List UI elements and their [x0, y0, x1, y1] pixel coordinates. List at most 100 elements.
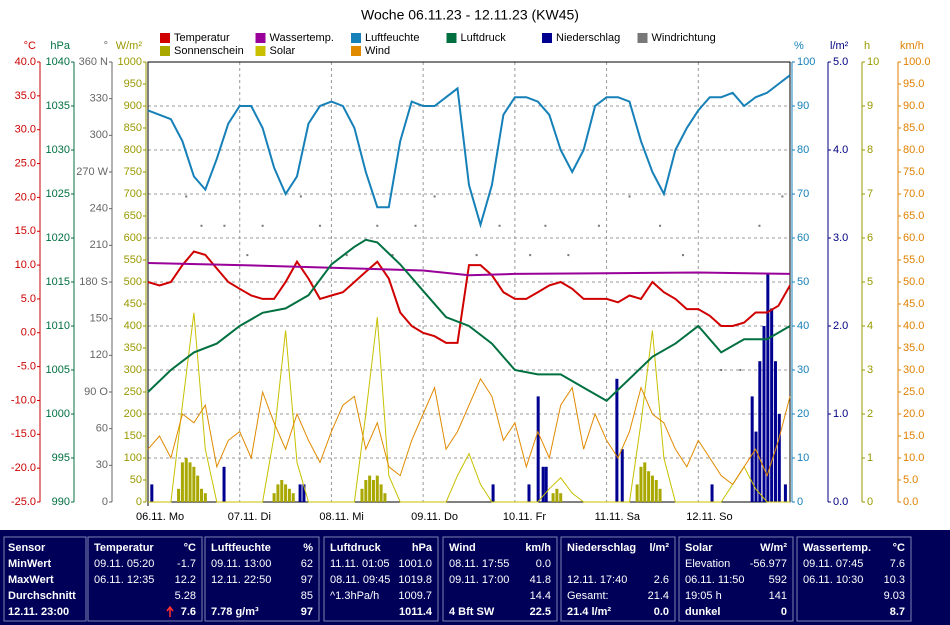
legend-label: Wind — [365, 45, 390, 57]
table-value: 9.03 — [884, 590, 905, 602]
table-cell — [560, 536, 676, 622]
table-value: 4 Bft SW — [449, 606, 495, 618]
trend-arrow — [166, 605, 174, 617]
tick-label: 90 — [797, 100, 809, 112]
table-value: -1.7 — [177, 558, 196, 570]
legend-label: Niederschlag — [556, 32, 620, 44]
series-bar — [750, 396, 754, 502]
tick-label: 150 — [90, 313, 108, 325]
tick-label: 10 — [867, 56, 879, 68]
table-value: 10.3 — [884, 574, 905, 586]
table-value: -56.977 — [750, 558, 787, 570]
series-dot — [433, 195, 436, 198]
column-title: Temperatur — [94, 542, 154, 554]
series-bar — [280, 480, 284, 502]
series-bar — [272, 493, 276, 502]
tick-label: 25.0 — [15, 157, 36, 169]
series-bar — [360, 488, 364, 502]
table-cell — [678, 536, 794, 622]
tick-label: 180 S — [79, 276, 108, 288]
tick-label: -25.0 — [11, 496, 36, 508]
table-value: 592 — [769, 574, 787, 586]
series-line — [147, 262, 791, 277]
tick-label: 600 — [124, 232, 142, 244]
legend-swatch — [351, 46, 361, 56]
column-unit: °C — [893, 542, 905, 554]
series-bar — [766, 273, 770, 502]
series-dot — [659, 224, 662, 227]
tick-label: 5.0 — [903, 474, 918, 486]
tick-label: 60 — [96, 423, 108, 435]
tick-label: 1.0 — [833, 408, 848, 420]
series-bar — [491, 484, 495, 502]
tick-label: 7 — [867, 188, 873, 200]
series-line — [147, 74, 791, 229]
table-value: 14.4 — [530, 590, 551, 602]
x-tick-label: 07.11. Di — [228, 511, 271, 523]
tick-label: 20.0 — [15, 191, 36, 203]
x-tick-label: 06.11. Mo — [136, 511, 184, 523]
series-line — [147, 377, 791, 486]
table-cell — [442, 536, 558, 622]
x-tick-label: 10.11. Fr — [503, 511, 547, 523]
series-bar — [541, 466, 545, 502]
series-bar — [710, 484, 714, 502]
tick-label: 60.0 — [903, 232, 924, 244]
tick-label: 15.0 — [15, 225, 36, 237]
series-bar — [298, 484, 302, 502]
tick-label: 35.0 — [903, 342, 924, 354]
table-value: dunkel — [685, 606, 720, 618]
legend-label: Luftfeuchte — [365, 32, 419, 44]
table-cell — [3, 536, 87, 622]
tick-label: 45.0 — [903, 298, 924, 310]
tick-label: -15.0 — [11, 428, 36, 440]
column-title: Niederschlag — [567, 542, 636, 554]
axis-unit: ° — [104, 40, 108, 52]
tick-label: 35.0 — [15, 90, 36, 102]
tick-label: 15.0 — [903, 430, 924, 442]
series-bar — [287, 488, 291, 502]
tick-label: 4.0 — [833, 144, 848, 156]
series-bar — [177, 488, 181, 502]
series-dot — [682, 254, 684, 257]
table-value: 7.6 — [181, 606, 196, 618]
series-dot — [720, 369, 723, 371]
series-dot — [414, 224, 417, 227]
series-bar — [371, 480, 375, 502]
tick-label: 8 — [867, 144, 873, 156]
legend-swatch — [255, 33, 266, 43]
series-bar — [639, 466, 643, 502]
tick-label: 10 — [797, 452, 809, 464]
series-bar — [196, 475, 200, 502]
series-bar — [188, 462, 192, 502]
table-value: 8.7 — [890, 606, 905, 618]
table-value: 21.4 l/m² — [567, 606, 611, 618]
column-title: Luftfeuchte — [211, 542, 271, 554]
table-value: 09.11. 05:20 — [94, 558, 154, 570]
tick-label: 80.0 — [903, 144, 924, 156]
series-dot — [498, 224, 501, 227]
series-bar — [222, 466, 226, 502]
series-dot — [758, 224, 761, 227]
tick-label: 5.0 — [833, 56, 848, 68]
legend-label: Solar — [270, 45, 296, 57]
table-value: ^1.3hPa/h — [330, 590, 379, 602]
tick-label: 1005 — [46, 364, 70, 376]
table-value: 08.11. 17:55 — [449, 558, 509, 570]
tick-label: 990 — [52, 496, 70, 508]
tick-label: 1035 — [46, 100, 70, 112]
tick-label: 30 — [96, 459, 108, 471]
series-bar — [615, 378, 619, 502]
tick-label: 1 — [867, 452, 873, 464]
series-bar — [544, 466, 548, 502]
series-bar — [620, 449, 624, 502]
tick-label: 50 — [797, 276, 809, 288]
tick-label: 70.0 — [903, 188, 924, 200]
tick-label: 330 — [90, 93, 108, 105]
tick-label: 0 — [136, 496, 142, 508]
table-value: 06.11. 12:35 — [94, 574, 154, 586]
tick-label: 120 — [90, 349, 108, 361]
table-value: 12.11. 17:40 — [567, 574, 627, 586]
legend-swatch — [446, 33, 457, 43]
legend-swatch — [542, 33, 552, 43]
